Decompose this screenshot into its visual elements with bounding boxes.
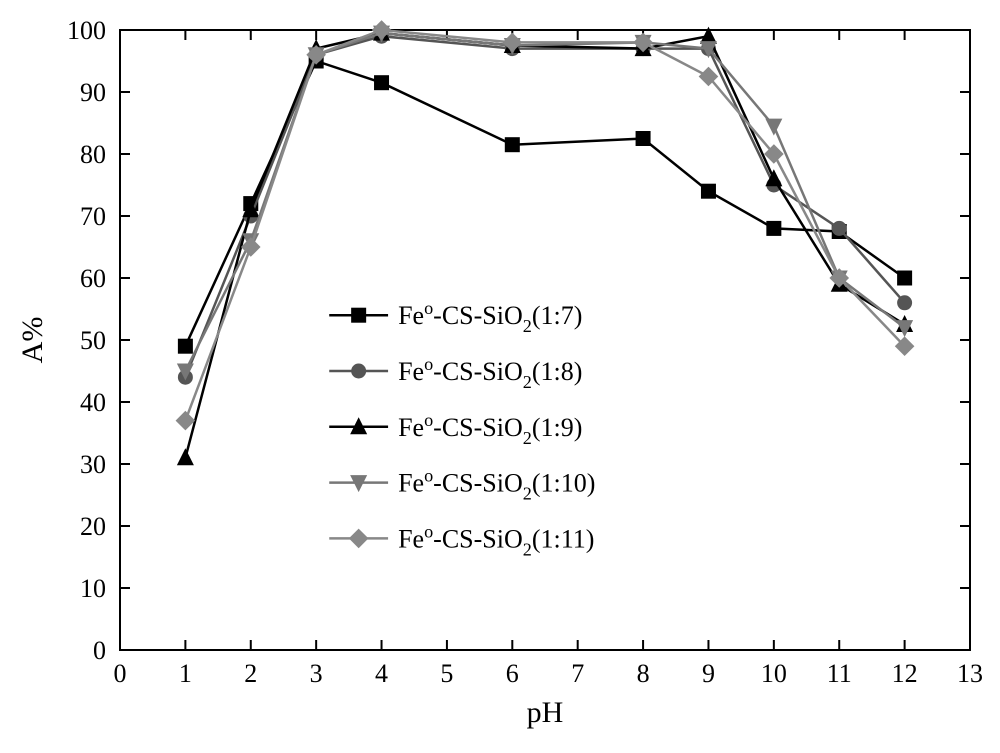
x-tick-label: 12	[892, 659, 918, 688]
legend-label: Feo-CS-SiO2(1:11)	[398, 521, 594, 559]
legend-row-s4: Feo-CS-SiO2(1:10)	[329, 466, 595, 504]
y-tick-label: 10	[80, 574, 106, 603]
x-tick-label: 8	[637, 659, 650, 688]
y-tick-label: 30	[80, 450, 106, 479]
x-tick-label: 13	[957, 659, 983, 688]
x-tick-label: 10	[761, 659, 787, 688]
y-tick-label: 40	[80, 388, 106, 417]
series-s3	[178, 25, 913, 465]
x-tick-label: 3	[310, 659, 323, 688]
legend-row-s2: Feo-CS-SiO2(1:8)	[329, 354, 582, 392]
x-tick-label: 11	[827, 659, 852, 688]
y-tick-label: 70	[80, 202, 106, 231]
x-tick-label: 7	[571, 659, 584, 688]
x-tick-label: 1	[179, 659, 192, 688]
y-tick-label: 100	[67, 16, 106, 45]
y-tick-label: 60	[80, 264, 106, 293]
y-axis-label: A%	[16, 317, 49, 364]
y-tick-label: 0	[93, 636, 106, 665]
x-tick-label: 9	[702, 659, 715, 688]
x-tick-label: 4	[375, 659, 388, 688]
y-tick-label: 20	[80, 512, 106, 541]
plot-frame	[120, 30, 970, 650]
x-tick-label: 2	[244, 659, 257, 688]
y-tick-label: 50	[80, 326, 106, 355]
legend-row-s3: Feo-CS-SiO2(1:9)	[329, 410, 582, 448]
y-tick-label: 80	[80, 140, 106, 169]
chart-container: 0123456789101112130102030405060708090100…	[0, 0, 1000, 753]
x-tick-label: 6	[506, 659, 519, 688]
legend-label: Feo-CS-SiO2(1:9)	[398, 410, 582, 448]
x-tick-label: 5	[440, 659, 453, 688]
x-axis-label: pH	[527, 696, 564, 729]
legend-label: Feo-CS-SiO2(1:10)	[398, 466, 595, 504]
x-tick-label: 0	[114, 659, 127, 688]
line-chart: 0123456789101112130102030405060708090100…	[0, 0, 1000, 753]
legend-label: Feo-CS-SiO2(1:8)	[398, 354, 582, 392]
legend-row-s1: Feo-CS-SiO2(1:7)	[329, 298, 582, 336]
legend-label: Feo-CS-SiO2(1:7)	[398, 298, 582, 336]
y-tick-label: 90	[80, 78, 106, 107]
legend-row-s5: Feo-CS-SiO2(1:11)	[329, 521, 594, 559]
